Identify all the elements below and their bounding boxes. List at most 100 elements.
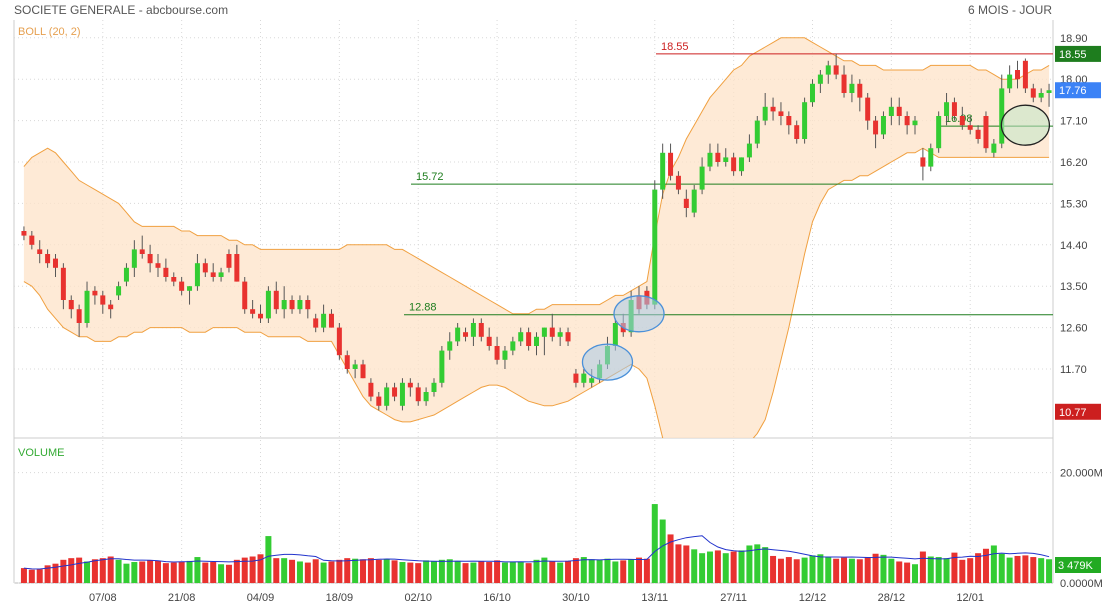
candle-down bbox=[328, 313, 334, 328]
candle-down bbox=[896, 106, 902, 116]
volume-bar bbox=[257, 554, 264, 583]
volume-label: VOLUME bbox=[18, 447, 64, 459]
candle-up bbox=[888, 106, 894, 116]
volume-bar bbox=[675, 544, 682, 583]
volume-bar bbox=[612, 561, 619, 583]
volume-bar bbox=[139, 561, 146, 583]
volume-bar bbox=[186, 560, 193, 583]
axes-layer: 18.9018.0017.1016.2015.3014.4013.5012.60… bbox=[89, 33, 1102, 604]
candle-down bbox=[360, 364, 366, 379]
candle-down bbox=[833, 65, 839, 75]
volume-bar bbox=[714, 550, 721, 583]
price-tick-label: 16.20 bbox=[1060, 157, 1088, 169]
volume-bar bbox=[320, 562, 327, 583]
volume-bar bbox=[643, 558, 650, 583]
volume-bar bbox=[825, 556, 832, 583]
volume-bar bbox=[218, 564, 225, 583]
candle-down bbox=[975, 129, 981, 139]
candle-up bbox=[612, 323, 618, 346]
candle-down bbox=[786, 116, 792, 126]
candle-down bbox=[305, 300, 311, 310]
candle-down bbox=[494, 346, 500, 360]
candle-up bbox=[541, 327, 547, 337]
level-lines-layer: 18.55 15.72 12.88 16.98 bbox=[404, 41, 1053, 316]
bollinger-band-layer bbox=[23, 37, 1050, 438]
volume-bar bbox=[951, 552, 958, 583]
boll-label: BOLL (20, 2) bbox=[18, 26, 81, 38]
price-tick-label: 17.10 bbox=[1060, 116, 1088, 128]
time-tick-label: 04/09 bbox=[247, 592, 275, 604]
volume-bar bbox=[399, 562, 406, 583]
candle-up bbox=[652, 189, 658, 305]
candle-down bbox=[549, 327, 555, 337]
volume-bar bbox=[407, 562, 414, 583]
volume-bar bbox=[233, 559, 240, 583]
candle-down bbox=[983, 116, 989, 149]
price-badge bbox=[1055, 45, 1101, 62]
volume-bar bbox=[841, 557, 848, 583]
candle-down bbox=[60, 267, 66, 300]
time-tick-label: 18/09 bbox=[326, 592, 354, 604]
volume-bar bbox=[533, 559, 540, 583]
candle-up bbox=[1046, 90, 1052, 93]
time-tick-label: 21/08 bbox=[168, 592, 196, 604]
candle-down bbox=[368, 382, 374, 397]
volume-bar bbox=[265, 536, 272, 583]
candle-up bbox=[589, 378, 595, 383]
candle-down bbox=[68, 300, 74, 310]
volume-bar bbox=[1022, 555, 1029, 583]
volume-bar bbox=[549, 561, 556, 583]
volume-bar bbox=[241, 557, 248, 583]
volume-bar bbox=[202, 562, 209, 583]
candle-down bbox=[313, 318, 319, 328]
volume-bar bbox=[864, 557, 871, 583]
volume-bar bbox=[273, 558, 280, 583]
time-tick-label: 02/10 bbox=[404, 592, 432, 604]
price-badge-label: 10.77 bbox=[1059, 407, 1087, 419]
volume-bar bbox=[147, 560, 154, 583]
candle-up bbox=[880, 116, 886, 135]
candle-up bbox=[321, 313, 327, 328]
candle-up bbox=[447, 341, 453, 351]
candle-up bbox=[116, 286, 122, 296]
candle-up bbox=[1038, 93, 1044, 98]
candle-down bbox=[52, 258, 58, 268]
volume-bar bbox=[604, 558, 611, 583]
volume-bar bbox=[667, 534, 674, 583]
annotations-layer bbox=[581, 104, 1051, 381]
volume-bar bbox=[738, 550, 745, 583]
candle-down bbox=[668, 152, 674, 176]
volume-bar bbox=[367, 558, 374, 583]
candle-down bbox=[273, 290, 279, 310]
candle-down bbox=[147, 254, 153, 264]
candle-down bbox=[565, 332, 571, 342]
volume-bar bbox=[20, 568, 27, 583]
volume-bar bbox=[52, 563, 59, 583]
candle-down bbox=[841, 74, 847, 93]
level-line-label: 16.98 bbox=[945, 113, 973, 125]
candle-down bbox=[1022, 60, 1028, 89]
volume-bar bbox=[722, 553, 729, 583]
level-line-label: 12.88 bbox=[409, 302, 437, 314]
annotation-circle bbox=[613, 295, 665, 333]
volume-bar bbox=[746, 545, 753, 583]
candle-up bbox=[849, 83, 855, 93]
candle-down bbox=[478, 323, 484, 337]
volume-bar bbox=[809, 555, 816, 583]
candle-up bbox=[1007, 74, 1013, 89]
candle-down bbox=[289, 300, 295, 310]
volume-bar bbox=[683, 545, 690, 583]
price-tick-label: 14.40 bbox=[1060, 240, 1088, 252]
candle-down bbox=[715, 152, 721, 162]
volume-bar bbox=[580, 557, 587, 583]
volume-bar bbox=[170, 562, 177, 583]
volume-bar bbox=[557, 562, 564, 583]
candle-up bbox=[281, 300, 287, 310]
volume-bar bbox=[446, 559, 453, 583]
candle-up bbox=[928, 148, 934, 167]
time-tick-label: 16/10 bbox=[483, 592, 511, 604]
candle-down bbox=[210, 272, 216, 277]
volume-bar bbox=[541, 557, 548, 583]
candle-down bbox=[21, 231, 27, 236]
